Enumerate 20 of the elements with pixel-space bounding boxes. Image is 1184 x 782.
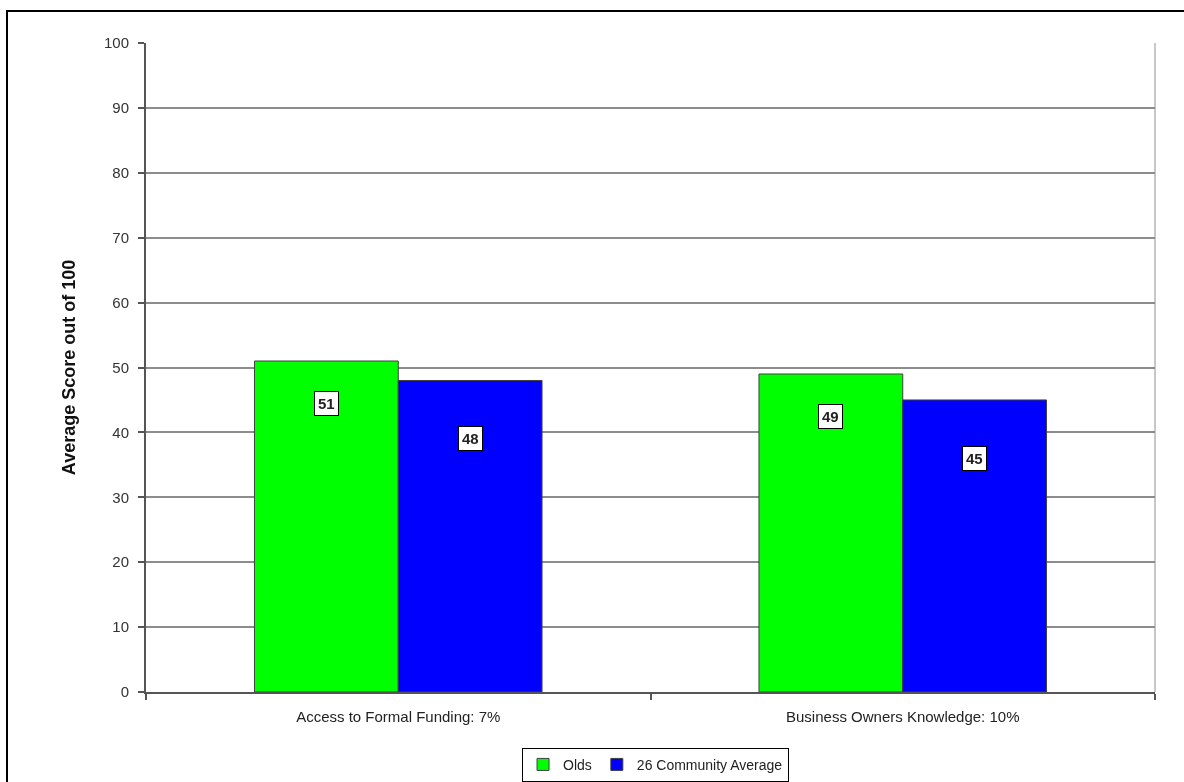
y-tick-label: 10	[112, 618, 129, 636]
x-tick-label: Access to Formal Funding: 7%	[296, 708, 501, 725]
y-tick-label: 30	[112, 488, 129, 506]
y-tick-label: 50	[112, 358, 129, 376]
y-axis-title: Average Score out of 100	[58, 259, 79, 476]
x-tick-label: Business Owners Knowledge: 10%	[786, 708, 1020, 725]
legend-label: 26 Community Average	[636, 756, 783, 773]
y-tick-label: 100	[103, 34, 129, 52]
y-tick-label: 60	[112, 293, 129, 311]
y-tick-label: 90	[112, 99, 129, 117]
y-tick-label: 80	[112, 164, 129, 182]
data-label: 49	[822, 408, 839, 425]
legend-label: Olds	[563, 756, 592, 773]
data-label: 48	[462, 430, 479, 447]
y-tick-label: 0	[120, 683, 129, 701]
y-tick-label: 70	[112, 228, 129, 246]
data-label: 51	[318, 395, 335, 412]
y-tick-label: 20	[112, 553, 129, 571]
data-label: 45	[966, 450, 983, 467]
y-tick-label: 40	[112, 423, 129, 441]
